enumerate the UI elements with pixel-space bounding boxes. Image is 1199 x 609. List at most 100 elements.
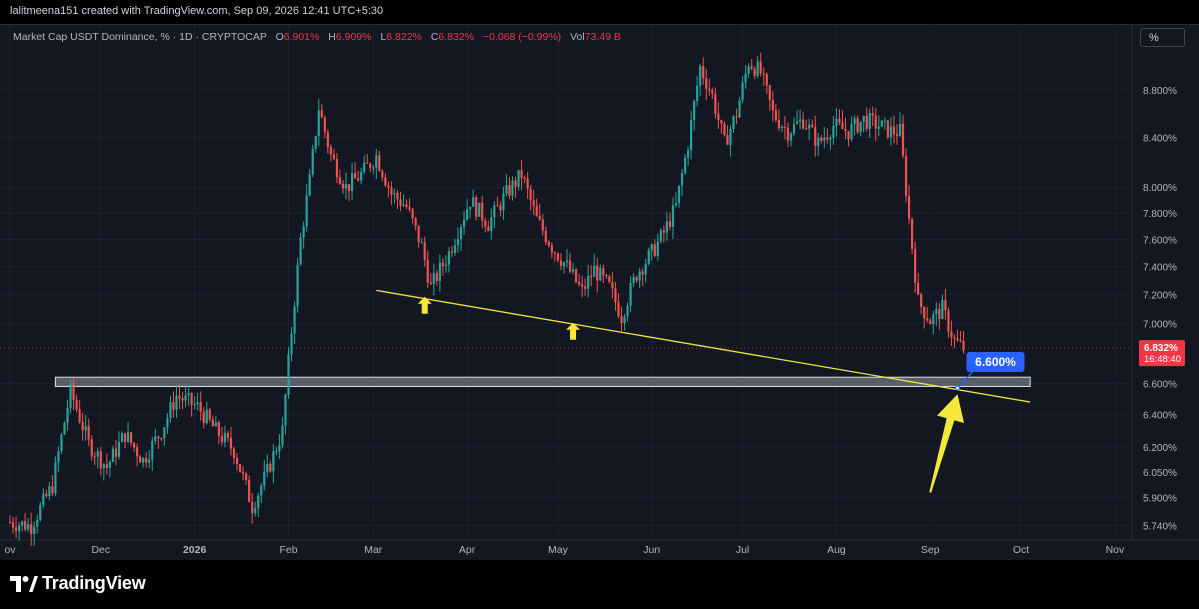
candle <box>829 134 832 150</box>
candle <box>835 108 838 137</box>
candle-body <box>241 471 245 474</box>
time-tick-label: Sep <box>921 544 940 556</box>
price-tick-label: 6.050% <box>1143 468 1177 479</box>
candle-body <box>69 382 72 408</box>
candle <box>411 207 414 224</box>
percent-scale-button[interactable]: % <box>1140 28 1185 47</box>
candle <box>269 461 272 473</box>
candle <box>108 460 111 478</box>
candle-body <box>795 121 799 124</box>
candle-body <box>347 184 351 191</box>
candle <box>599 264 602 282</box>
callout-label: 6.600% <box>975 355 1016 369</box>
candle <box>571 262 575 275</box>
candle-body <box>901 123 905 156</box>
candle <box>892 115 896 144</box>
candle <box>208 407 211 422</box>
candle <box>783 115 787 140</box>
candle-body <box>229 437 233 449</box>
candle-body <box>623 316 626 323</box>
candle-body <box>278 445 281 452</box>
candle-body <box>832 125 835 138</box>
candle <box>702 57 705 85</box>
candle <box>668 212 672 231</box>
candle-body <box>783 126 787 128</box>
candle <box>644 258 647 283</box>
candle-body <box>638 271 641 281</box>
candle <box>57 446 60 472</box>
candle <box>66 399 69 431</box>
candle-body <box>308 174 311 196</box>
candle <box>93 451 96 466</box>
candle <box>111 445 115 463</box>
candle <box>326 129 329 154</box>
candle-body <box>668 221 672 228</box>
price-tick-label: 8.000% <box>1143 183 1177 194</box>
candle <box>889 117 893 146</box>
candle <box>444 255 448 274</box>
chart-frame[interactable]: 8.800% 8.400% 8.000% 7.800% 7.600% 7.400% 7.20… <box>0 24 1199 561</box>
candle <box>680 168 684 197</box>
candle-body <box>835 118 838 126</box>
candle <box>350 162 354 201</box>
candle <box>447 247 451 273</box>
candle-body <box>556 253 560 261</box>
candle-body <box>235 458 239 465</box>
candle-body <box>907 195 911 219</box>
candle <box>257 492 260 518</box>
candle <box>847 130 850 147</box>
candle-body <box>139 456 142 463</box>
last-price-tag <box>1139 340 1185 367</box>
candle-body <box>611 282 614 289</box>
candle <box>39 501 42 522</box>
candle-body <box>892 126 896 135</box>
candle-body <box>335 159 339 178</box>
candle-body <box>181 398 184 401</box>
candle-body <box>353 173 357 179</box>
candle-body <box>514 180 517 187</box>
candle <box>932 310 935 335</box>
candle-body <box>865 115 868 129</box>
candle <box>774 103 777 123</box>
low-value: 6.822% <box>386 31 422 43</box>
candle <box>856 115 859 135</box>
candle <box>105 453 108 476</box>
candle-body <box>208 409 211 420</box>
candle <box>42 488 45 509</box>
candle <box>245 472 248 485</box>
candle <box>732 115 735 133</box>
candle <box>396 189 399 210</box>
candle <box>199 391 202 421</box>
candle <box>823 126 826 149</box>
candle-body <box>665 221 668 233</box>
candle-body <box>426 259 429 283</box>
candle <box>284 393 287 435</box>
candle <box>929 317 932 325</box>
candle <box>487 220 490 232</box>
candle <box>184 384 187 408</box>
candle <box>229 426 233 456</box>
candle <box>390 181 393 206</box>
candle <box>665 211 668 242</box>
candle-body <box>553 252 556 254</box>
candle <box>193 396 196 410</box>
candle-body <box>263 471 266 486</box>
candle <box>21 520 24 532</box>
price-chart[interactable]: 8.800% 8.400% 8.000% 7.800% 7.600% 7.400% 7.20… <box>0 25 1199 560</box>
candle <box>205 401 208 425</box>
candle <box>786 122 790 148</box>
candle-body <box>435 273 438 281</box>
change-value: −0.068 (−0.99%) <box>482 31 562 43</box>
candle <box>484 217 487 233</box>
candle <box>187 385 190 406</box>
candle-body <box>39 505 42 520</box>
candle-body <box>462 219 466 228</box>
candle-body <box>686 150 690 158</box>
candle <box>251 493 254 524</box>
candle <box>532 190 535 216</box>
price-tick-label: 6.400% <box>1143 411 1177 422</box>
candle <box>363 155 366 174</box>
candle-body <box>702 65 705 79</box>
candle <box>60 432 63 455</box>
candle-body <box>814 126 817 147</box>
